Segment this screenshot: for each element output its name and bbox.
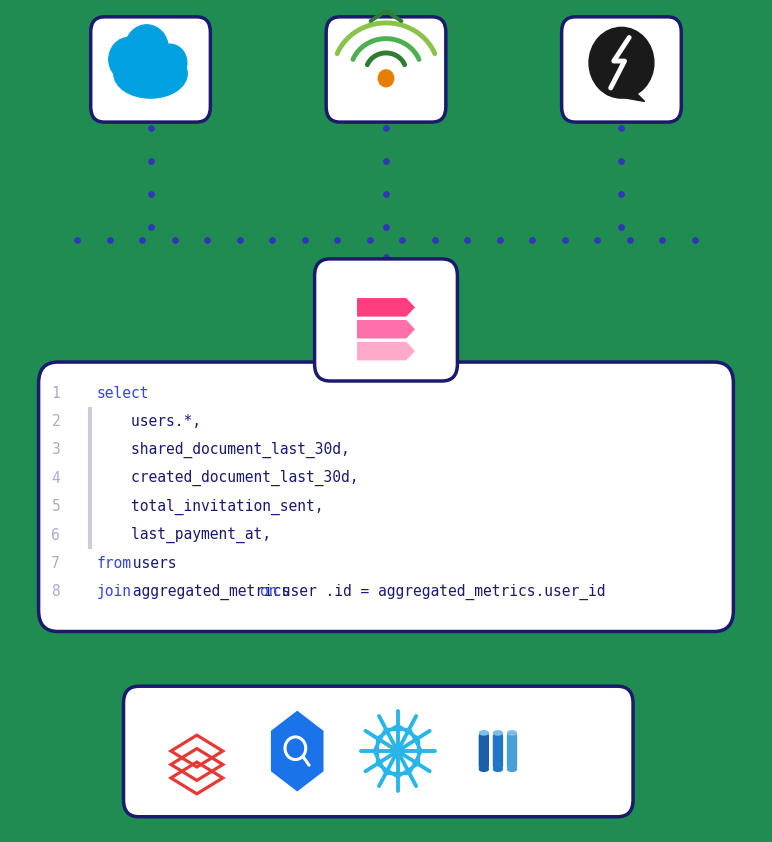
FancyBboxPatch shape bbox=[314, 259, 457, 381]
Ellipse shape bbox=[493, 766, 503, 772]
Text: 5: 5 bbox=[52, 499, 60, 514]
Ellipse shape bbox=[507, 766, 517, 772]
Text: shared_document_last_30d,: shared_document_last_30d, bbox=[96, 442, 350, 458]
Ellipse shape bbox=[507, 730, 517, 736]
Text: user .id = aggregated_metrics.user_id: user .id = aggregated_metrics.user_id bbox=[273, 584, 605, 600]
Circle shape bbox=[378, 70, 394, 87]
Ellipse shape bbox=[479, 766, 489, 772]
Text: total_invitation_sent,: total_invitation_sent, bbox=[96, 498, 324, 514]
Text: 8: 8 bbox=[52, 584, 60, 600]
Text: 1: 1 bbox=[52, 386, 60, 401]
Text: 2: 2 bbox=[52, 414, 60, 429]
Polygon shape bbox=[357, 342, 415, 360]
FancyBboxPatch shape bbox=[479, 733, 489, 770]
Polygon shape bbox=[608, 83, 645, 102]
FancyBboxPatch shape bbox=[91, 17, 210, 122]
Text: created_document_last_30d,: created_document_last_30d, bbox=[96, 470, 359, 487]
Text: 4: 4 bbox=[52, 471, 60, 486]
Polygon shape bbox=[357, 298, 415, 317]
FancyBboxPatch shape bbox=[124, 686, 633, 817]
FancyBboxPatch shape bbox=[326, 17, 445, 122]
Text: join: join bbox=[96, 584, 131, 600]
Ellipse shape bbox=[479, 730, 489, 736]
Text: 3: 3 bbox=[52, 443, 60, 457]
FancyBboxPatch shape bbox=[493, 733, 503, 770]
Text: select: select bbox=[96, 386, 149, 401]
Text: 7: 7 bbox=[52, 556, 60, 571]
Polygon shape bbox=[271, 711, 323, 791]
Circle shape bbox=[153, 45, 187, 82]
Text: from: from bbox=[96, 556, 131, 571]
Text: aggregated_metrics: aggregated_metrics bbox=[124, 584, 299, 600]
FancyBboxPatch shape bbox=[507, 733, 517, 770]
Text: on: on bbox=[259, 584, 277, 600]
Text: users.*,: users.*, bbox=[96, 414, 201, 429]
Ellipse shape bbox=[114, 49, 187, 99]
Ellipse shape bbox=[493, 730, 503, 736]
FancyBboxPatch shape bbox=[39, 362, 733, 632]
Circle shape bbox=[125, 24, 168, 72]
Text: 6: 6 bbox=[52, 528, 60, 542]
Circle shape bbox=[109, 37, 149, 82]
Circle shape bbox=[589, 28, 654, 99]
Text: users: users bbox=[124, 556, 176, 571]
FancyBboxPatch shape bbox=[562, 17, 681, 122]
Text: last_payment_at,: last_payment_at, bbox=[96, 527, 272, 543]
Polygon shape bbox=[357, 320, 415, 338]
